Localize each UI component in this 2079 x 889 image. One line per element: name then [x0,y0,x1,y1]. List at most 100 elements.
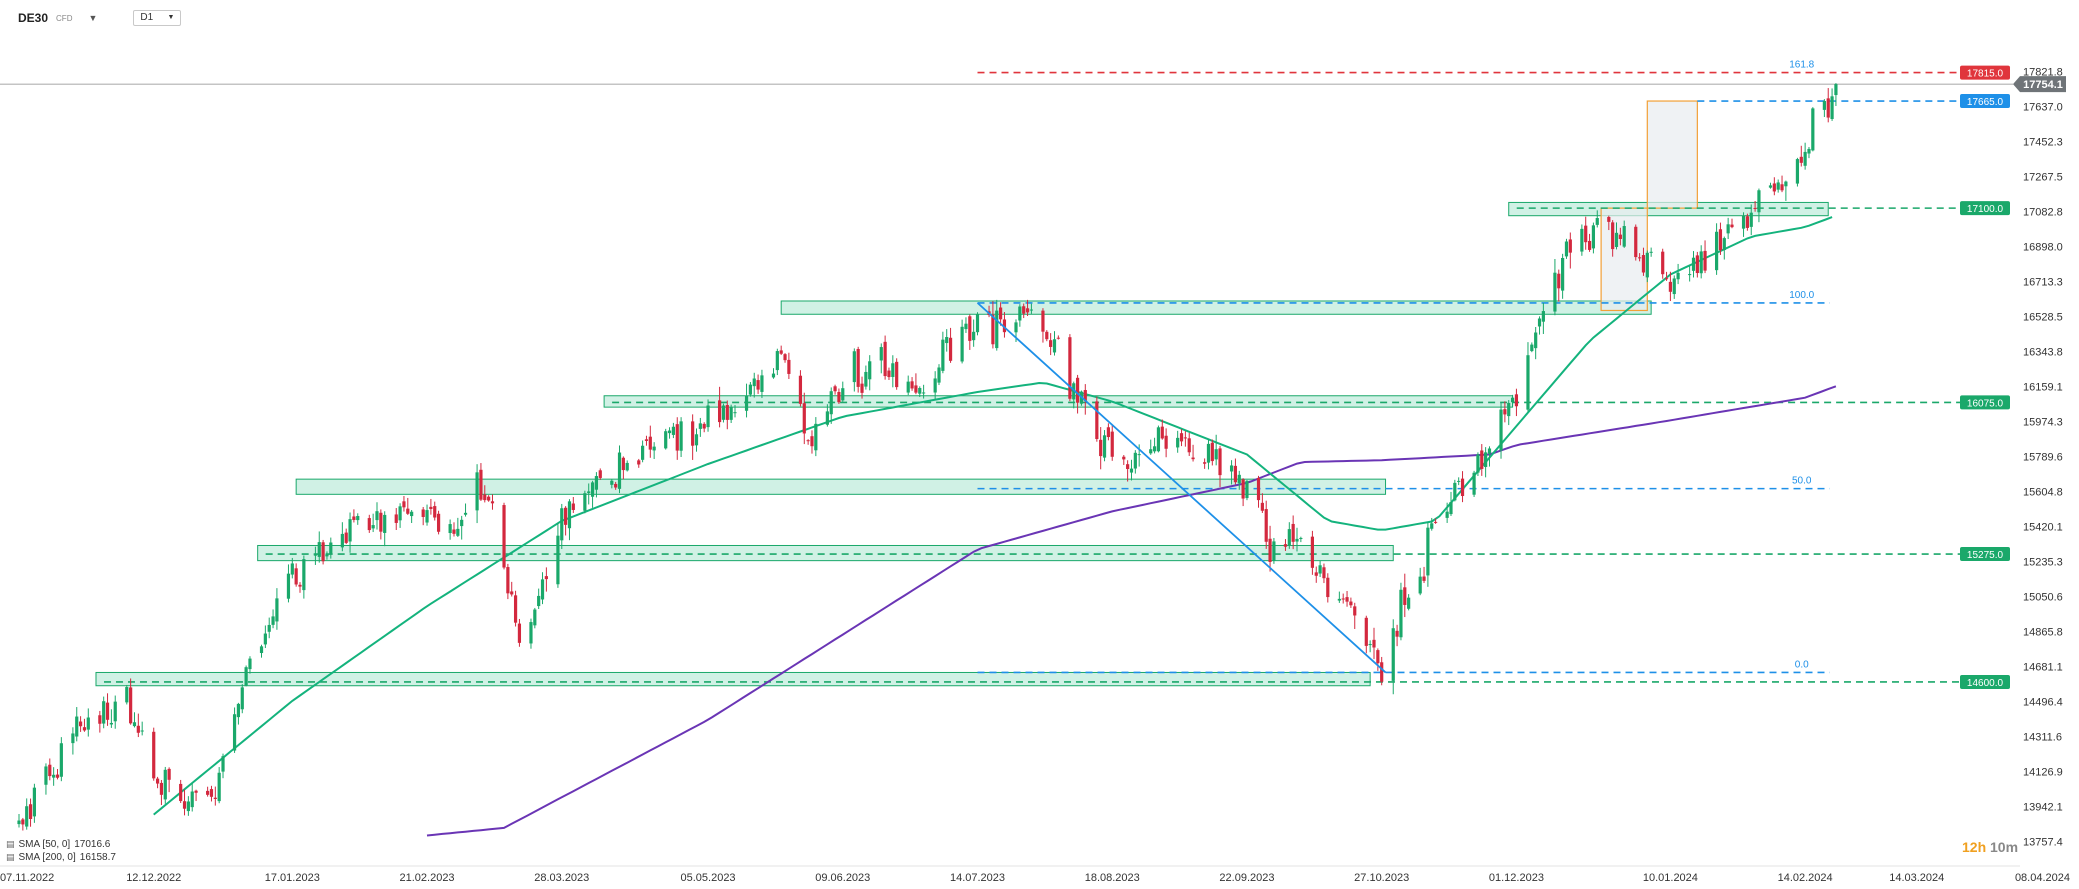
candle[interactable] [159,779,164,806]
candle[interactable] [1557,269,1561,302]
candle[interactable] [810,430,814,454]
candle[interactable] [1564,238,1569,259]
candle[interactable] [371,513,375,533]
candle[interactable] [356,513,360,525]
candle[interactable] [1137,444,1141,467]
indicator-settings-icon[interactable]: ▤ [6,839,15,849]
trend-line[interactable] [976,302,1387,674]
symbol-label[interactable]: DE30 [18,11,49,25]
candle[interactable] [610,479,614,489]
candle[interactable] [140,721,144,736]
candle[interactable] [1260,493,1264,513]
candle[interactable] [98,710,102,733]
candle[interactable] [1318,560,1322,578]
candle[interactable] [1741,212,1746,237]
candle[interactable] [864,365,868,390]
candle[interactable] [1772,177,1776,196]
candle[interactable] [1056,335,1060,340]
candle[interactable] [1484,447,1488,478]
candle[interactable] [1811,107,1815,152]
candle[interactable] [1541,302,1545,334]
candle[interactable] [1449,491,1453,516]
candle[interactable] [999,302,1003,326]
candle[interactable] [1745,213,1749,231]
candle[interactable] [182,789,187,816]
candle[interactable] [533,607,537,629]
candle[interactable] [163,766,167,804]
candle[interactable] [1460,471,1465,503]
candle[interactable] [298,582,302,593]
candle[interactable] [1580,224,1584,256]
candle[interactable] [275,588,279,630]
candle[interactable] [729,404,733,423]
candle[interactable] [86,708,90,737]
candle[interactable] [1160,419,1164,440]
candle[interactable] [1372,627,1376,660]
legend-sma-200[interactable]: ▤ SMA [200, 0] 16158.7 [6,851,116,864]
candle[interactable] [448,519,452,540]
candle[interactable] [1310,530,1315,575]
candle[interactable] [1472,470,1476,497]
candle[interactable] [694,428,699,452]
candle[interactable] [421,507,425,526]
candle[interactable] [1353,602,1357,629]
candle[interactable] [587,483,591,505]
candle[interactable] [891,355,895,388]
candle[interactable] [394,508,398,530]
candle[interactable] [567,499,572,541]
candle[interactable] [948,327,953,363]
candle[interactable] [1218,445,1222,488]
candle[interactable] [1795,157,1800,187]
candle[interactable] [167,767,171,793]
candle[interactable] [1345,590,1349,607]
candle[interactable] [113,695,117,729]
candle[interactable] [1368,640,1372,653]
candle[interactable] [1002,312,1007,338]
candle[interactable] [1179,429,1184,447]
candle[interactable] [1102,430,1107,462]
candle[interactable] [744,383,749,418]
candle[interactable] [829,387,833,424]
support-zone[interactable] [257,544,1394,562]
candle[interactable] [1349,597,1353,608]
candle[interactable] [425,504,429,526]
candle[interactable] [571,496,575,513]
candle[interactable] [895,358,899,390]
candle[interactable] [1784,180,1788,201]
candle[interactable] [48,758,52,781]
candle[interactable] [1176,430,1180,453]
candle[interactable] [887,367,891,380]
candle[interactable] [1122,455,1126,465]
candle[interactable] [433,501,437,521]
candle[interactable] [583,490,587,514]
candle[interactable] [1129,459,1134,481]
candle[interactable] [1568,232,1572,269]
candle[interactable] [1395,624,1399,647]
candle[interactable] [560,503,564,550]
candle[interactable] [487,495,491,502]
candle[interactable] [679,417,683,457]
candle[interactable] [105,693,110,726]
candle[interactable] [1187,432,1191,456]
candle[interactable] [410,509,414,524]
candle[interactable] [598,468,602,480]
candle[interactable] [1672,275,1676,299]
timeframe-select[interactable]: D1 ▼ [133,10,182,26]
candle[interactable] [17,813,21,828]
candle[interactable] [775,348,779,376]
candle[interactable] [1191,444,1195,462]
candle[interactable] [1530,342,1534,353]
candle[interactable] [1534,327,1538,360]
candle[interactable] [1718,222,1723,255]
candle[interactable] [1638,253,1642,262]
candle[interactable] [621,456,625,480]
candle[interactable] [1268,525,1272,572]
candle[interactable] [1233,458,1238,485]
candle[interactable] [1149,439,1153,455]
sma-50-line[interactable] [153,216,1833,816]
candle[interactable] [152,727,156,781]
candle[interactable] [537,588,541,609]
candle[interactable] [490,494,495,510]
candle[interactable] [614,481,618,490]
candle[interactable] [452,522,456,537]
